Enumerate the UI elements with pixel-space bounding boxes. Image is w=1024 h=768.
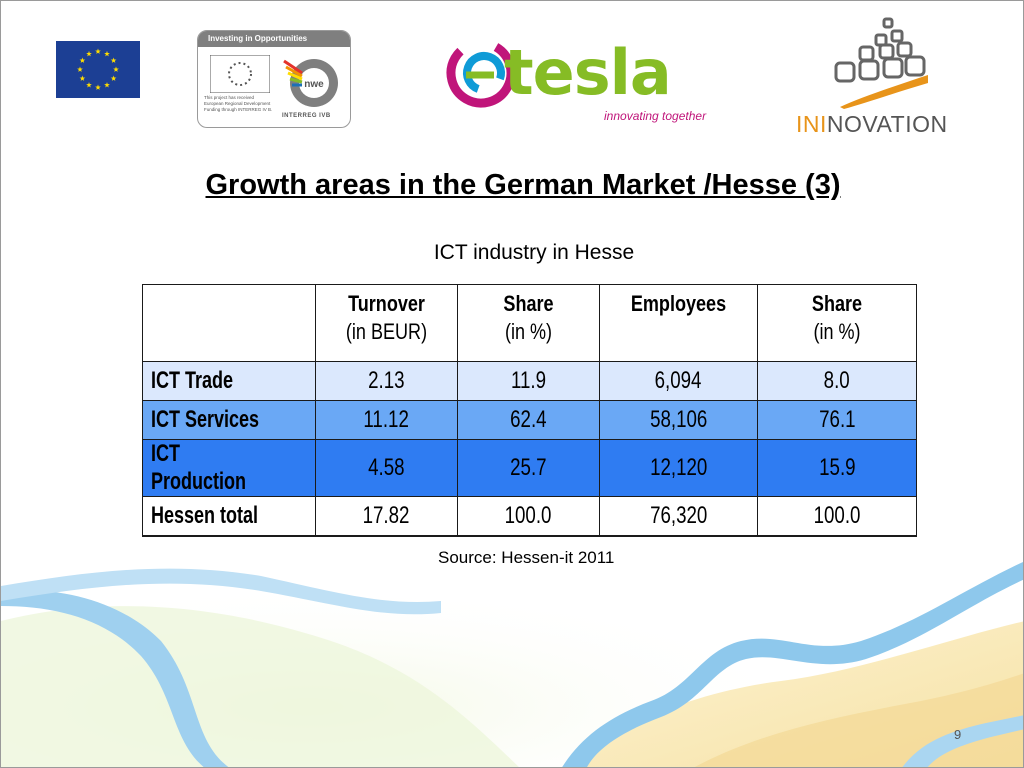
table-cell: 15.9 [757, 439, 917, 497]
table-cell: 17.82 [315, 496, 458, 537]
table-cell: 12,120 [599, 439, 758, 497]
ict-data-table: Turnover (in BEUR) Share (in %) Employees … [142, 284, 917, 537]
table-cell: 76.1 [757, 400, 917, 440]
ininovation-rest-text: NOVATION [826, 111, 948, 137]
table-cell: 11.9 [457, 361, 600, 401]
header-cell-empty [142, 284, 316, 362]
eu-star-icon [79, 75, 86, 81]
row-label: ICT Trade [142, 361, 316, 401]
nwe-label: nwe [304, 79, 324, 90]
table-cell: 11.12 [315, 400, 458, 440]
table-row-total: Hessen total 17.82 100.0 76,320 100.0 [142, 496, 917, 537]
table-cell: 8.0 [757, 361, 917, 401]
eu-star-icon [95, 84, 101, 90]
header-cell-turnover: Turnover (in BEUR) [315, 284, 458, 362]
page-number: 9 [954, 727, 962, 742]
header-cell-employees: Employees [599, 284, 758, 362]
table-row: ICT Trade 2.13 11.9 6,094 8.0 [142, 361, 917, 401]
table-cell: 100.0 [757, 496, 917, 537]
ininovation-logo: ININOVATION [796, 15, 971, 139]
eu-star-icon [79, 57, 86, 63]
header-turnover-label: Turnover [348, 291, 425, 316]
interreg-brand-text: INTERREG IVB [282, 113, 331, 119]
eu-star-icon [110, 57, 117, 63]
table-cell: 6,094 [599, 361, 758, 401]
header-share-unit: (in %) [504, 319, 553, 344]
table-cell: 58,106 [599, 400, 758, 440]
row-label: ICT Services [142, 400, 316, 440]
source-citation: Source: Hessen-it 2011 [438, 548, 615, 567]
eu-star-icon [77, 66, 83, 72]
eu-star-icon [95, 48, 101, 54]
table-cell: 62.4 [457, 400, 600, 440]
header-turnover-unit: (in BEUR) [345, 319, 428, 344]
interreg-header-text: Investing in Opportunities [198, 31, 350, 47]
table-cell: 76,320 [599, 496, 758, 537]
header-share-employees-label: Share [811, 291, 863, 316]
eu-star-icon [86, 50, 92, 57]
row-label: Hessen total [142, 496, 316, 537]
interreg-fine-print: This project has received European Regio… [204, 95, 273, 112]
ininovation-accent-text: INI [796, 111, 827, 137]
slide-subtitle: ICT industry in Hesse [433, 241, 635, 264]
table-row: ICT Services 11.12 62.4 58,106 76.1 [142, 400, 917, 440]
table-header-row: Turnover (in BEUR) Share (in %) Employees … [142, 284, 917, 362]
eu-star-icon [104, 50, 110, 57]
table-cell: 100.0 [457, 496, 600, 537]
ininovation-blocks-icon [834, 17, 928, 109]
slide-title: Growth areas in the German Market /Hesse… [205, 169, 841, 201]
eu-star-icon [86, 82, 92, 88]
tesla-tagline: innovating together [604, 109, 707, 123]
header-share-employees-unit: (in %) [813, 319, 861, 344]
eu-star-icon [104, 82, 110, 88]
eu-star-icon [113, 66, 119, 72]
interreg-badge: Investing in Opportunities This project … [197, 30, 351, 128]
table-cell: 4.58 [315, 439, 458, 497]
header-cell-share-turnover: Share (in %) [457, 284, 600, 362]
header-employees-label: Employees [630, 291, 727, 316]
eu-star-icon [110, 75, 117, 81]
header-cell-share-employees: Share (in %) [757, 284, 917, 362]
table-cell: 2.13 [315, 361, 458, 401]
nwe-logo-icon: nwe [283, 59, 338, 107]
header-share-label: Share [503, 291, 554, 316]
tesla-swirl-icon [446, 38, 516, 108]
table-cell: 25.7 [457, 439, 600, 497]
mini-eu-flag-icon [210, 55, 270, 93]
tesla-logo: tesla innovating together [446, 29, 731, 129]
interreg-logo: Investing in Opportunities This project … [197, 30, 351, 128]
ininovation-wordmark: ININOVATION [796, 111, 948, 137]
table-row: ICT Production 4.58 25.7 12,120 15.9 [142, 439, 917, 497]
ict-table: Turnover (in BEUR) Share (in %) Employees … [142, 284, 917, 537]
tesla-wordmark: tesla [504, 36, 672, 109]
row-label: ICT Production [142, 439, 316, 497]
eu-flag-icon [56, 41, 140, 98]
